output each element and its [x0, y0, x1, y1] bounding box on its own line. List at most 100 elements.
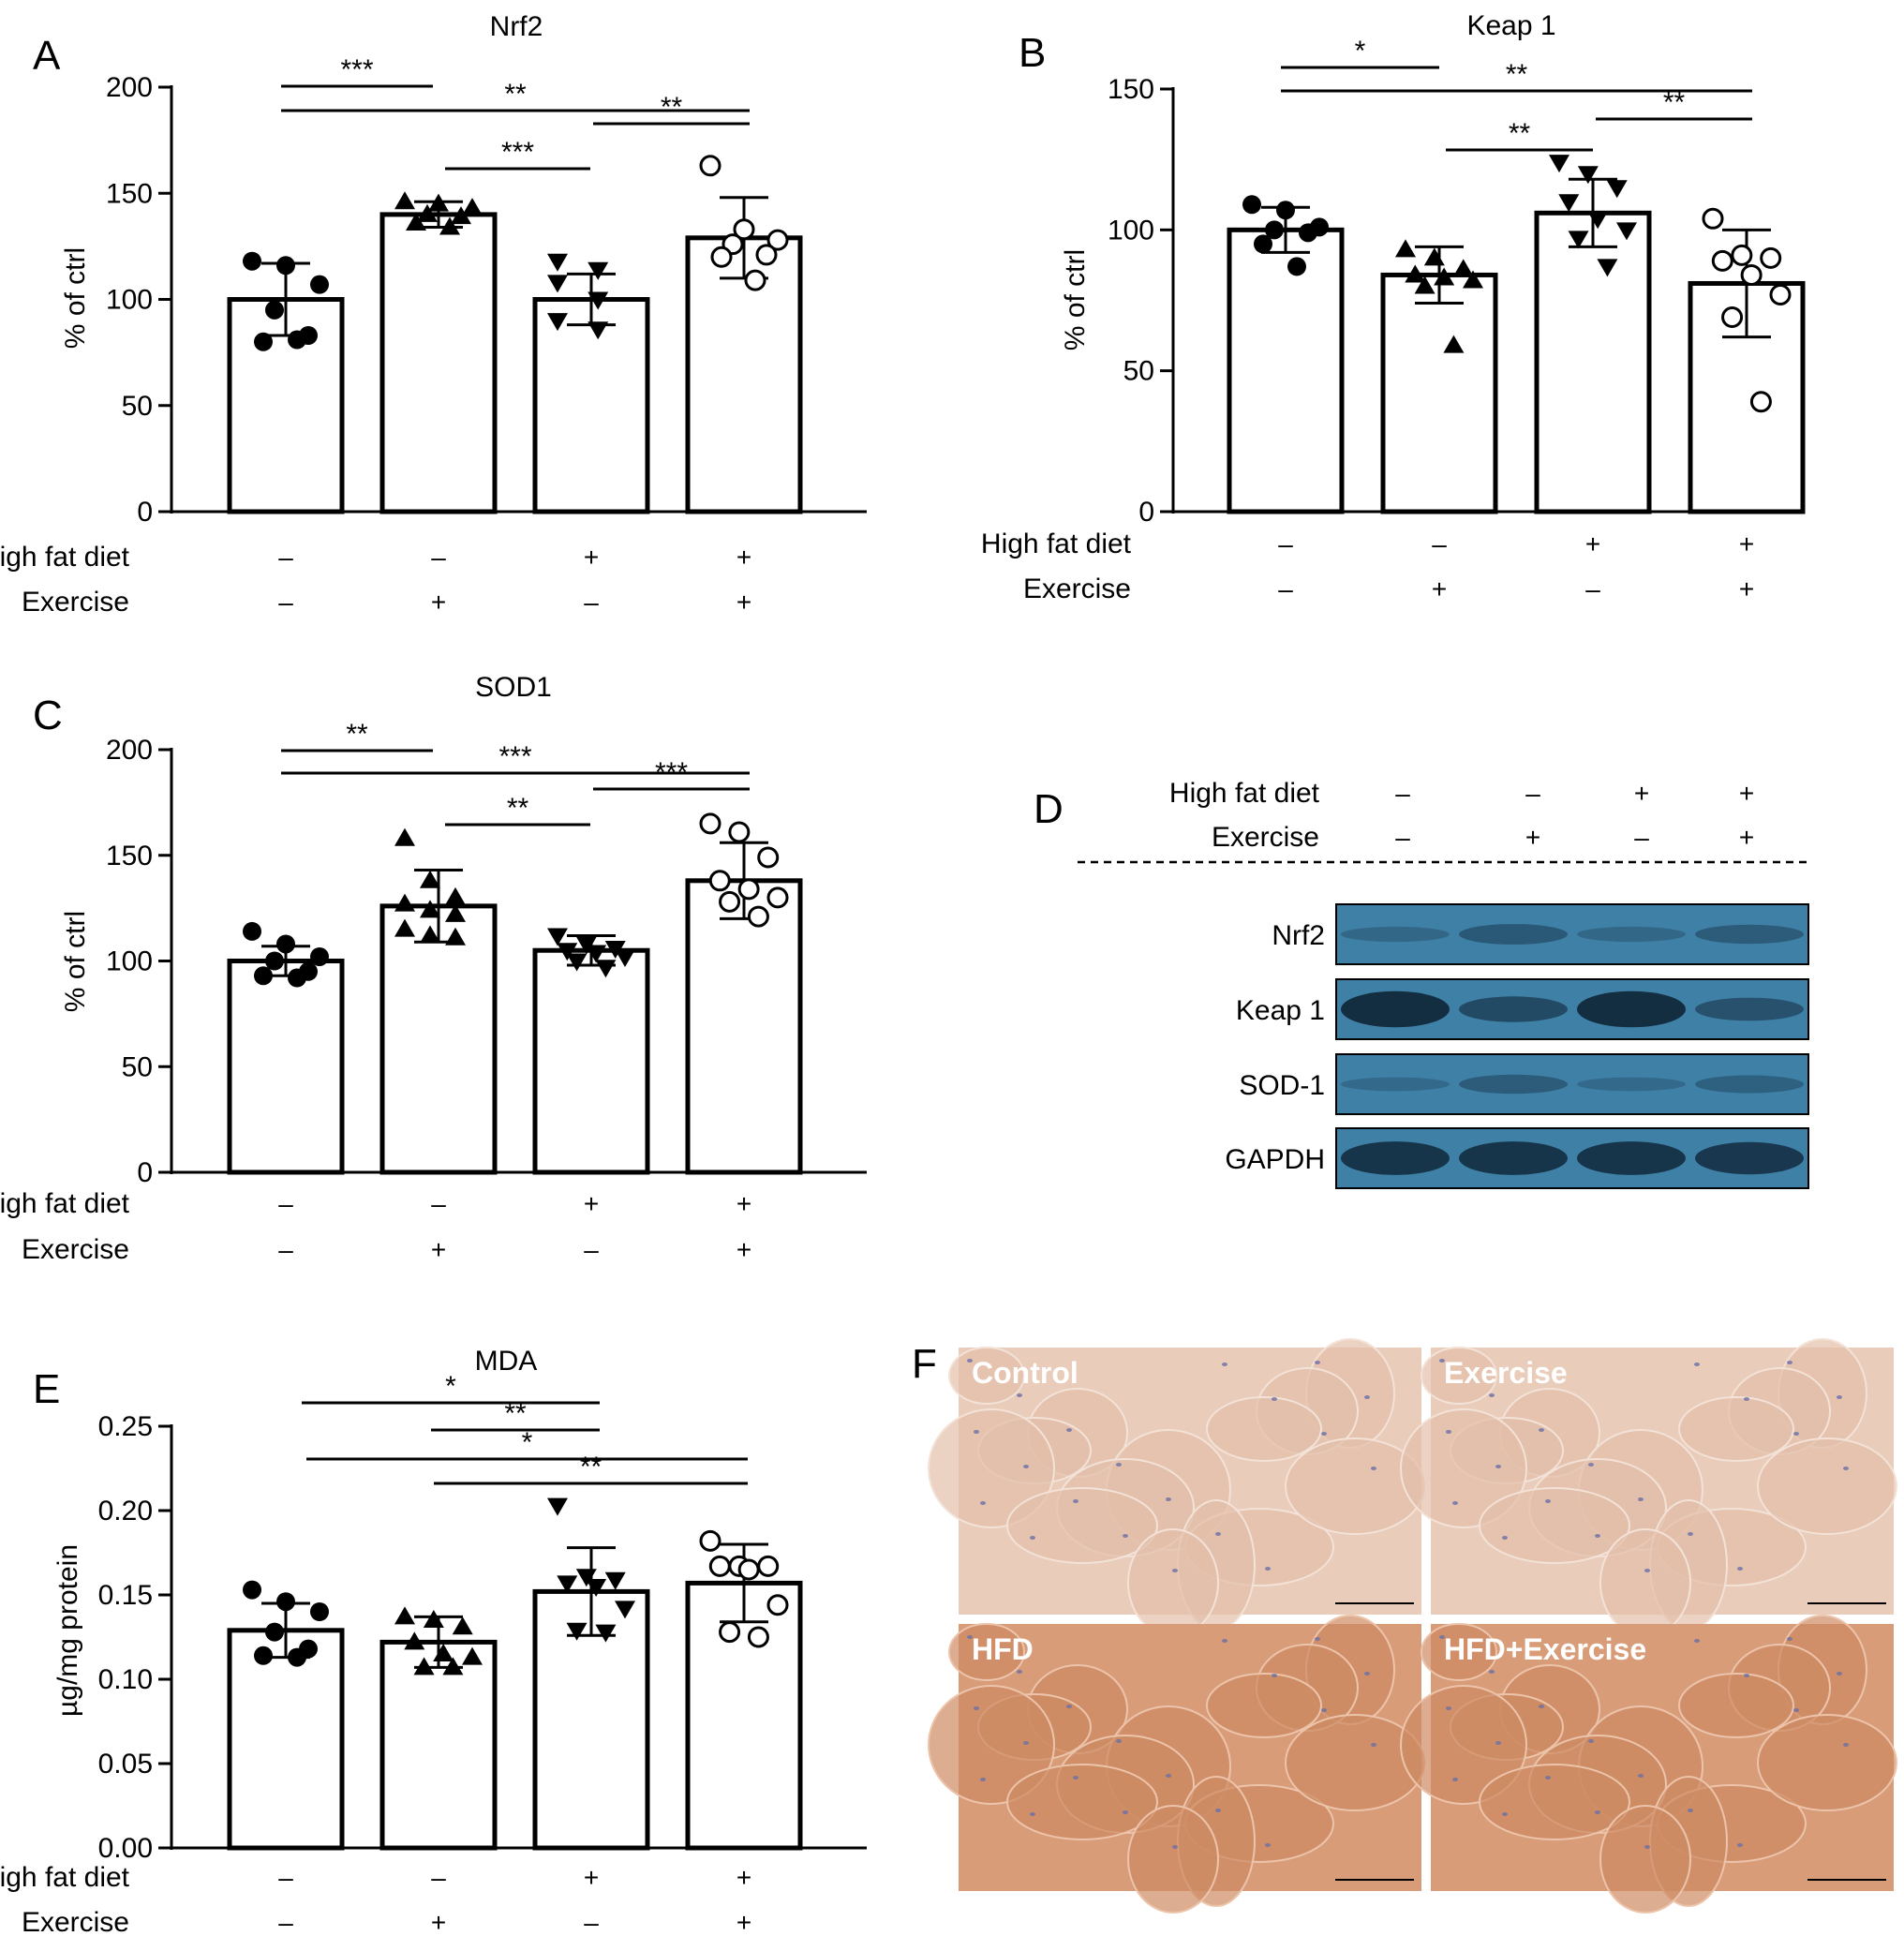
data-point [719, 890, 741, 913]
nucleus [1502, 1536, 1508, 1540]
nucleus [1315, 1637, 1320, 1641]
nucleus [1073, 1776, 1078, 1780]
muscle-fiber [1757, 1437, 1897, 1535]
bar [227, 1628, 345, 1851]
histology-label: HFD [972, 1632, 1034, 1666]
y-tick-label: 0 [137, 497, 153, 528]
data-point [547, 1497, 568, 1516]
data-point [1242, 195, 1261, 215]
condition-mark: + [1739, 574, 1754, 603]
condition-mark: + [1739, 779, 1754, 808]
condition-mark: + [1585, 529, 1600, 558]
y-tick-label: 0.20 [98, 1496, 153, 1527]
muscle-fiber [1479, 1487, 1630, 1564]
y-tick-label: 50 [1123, 356, 1154, 387]
condition-mark: – [431, 1863, 446, 1892]
data-point [586, 1579, 607, 1597]
nucleus [1439, 1359, 1445, 1363]
panel-letter: A [33, 33, 61, 79]
data-point [288, 968, 306, 988]
nucleus [974, 1706, 979, 1710]
panel-letter: F [912, 1341, 937, 1387]
nucleus [1272, 1674, 1277, 1677]
data-point [1434, 267, 1455, 286]
y-tick-label: 150 [106, 178, 153, 209]
data-point [588, 291, 609, 310]
nucleus [1073, 1499, 1078, 1503]
data-point [452, 1616, 473, 1635]
significance-label: ** [346, 719, 368, 750]
nucleus [1321, 1708, 1327, 1712]
nucleus [1215, 1532, 1221, 1536]
data-point [310, 946, 329, 966]
blot-row-label: Keap 1 [1236, 995, 1325, 1026]
condition-mark: – [1278, 529, 1293, 558]
panel-letter: D [1034, 786, 1064, 832]
data-point [265, 300, 284, 320]
significance-label: ** [504, 1398, 527, 1429]
nucleus [1439, 1635, 1445, 1639]
data-point [547, 928, 568, 946]
y-tick-label: 0 [137, 1157, 153, 1188]
condition-mark: + [431, 588, 446, 617]
significance-label: ** [1509, 118, 1531, 149]
nucleus [1843, 1467, 1849, 1470]
significance-label: ** [661, 92, 683, 123]
nucleus [974, 1430, 979, 1434]
blot-band [1695, 1141, 1804, 1175]
data-point [394, 918, 415, 937]
nucleus [1837, 1395, 1842, 1399]
condition-mark: + [431, 1235, 446, 1264]
data-point [428, 193, 449, 212]
blot-band [1459, 924, 1568, 945]
data-point [276, 1592, 295, 1612]
nucleus [1166, 1774, 1171, 1778]
nucleus [1030, 1812, 1035, 1816]
blot-band [1341, 990, 1450, 1028]
condition-mark: – [1395, 779, 1410, 808]
data-point [1265, 220, 1284, 240]
condition-mark: – [1525, 779, 1540, 808]
data-point [557, 1575, 578, 1594]
data-point [566, 1622, 588, 1641]
significance-label: * [522, 1427, 533, 1458]
muscle-fiber [928, 1408, 1055, 1528]
y-tick-label: 50 [122, 391, 153, 422]
data-point [575, 1569, 597, 1587]
bar [1227, 227, 1345, 514]
data-point [1423, 247, 1445, 266]
data-point [755, 244, 778, 266]
blot-band [1577, 990, 1686, 1028]
blot-band [1341, 1141, 1450, 1175]
nucleus [980, 1778, 986, 1781]
nucleus [1489, 1393, 1495, 1397]
data-point [737, 878, 760, 901]
condition-mark: – [278, 1863, 293, 1892]
y-tick-label: 0.25 [98, 1411, 153, 1442]
data-point [243, 1580, 261, 1600]
data-point [757, 846, 780, 869]
data-point [588, 321, 609, 340]
muscle-fiber [1127, 1805, 1219, 1914]
nucleus [1116, 1739, 1122, 1743]
y-tick-label: 100 [1108, 215, 1154, 246]
blot-band [1695, 1075, 1804, 1094]
y-axis-label: % of ctrl [60, 247, 91, 349]
condition-row-label: High fat diet [1169, 778, 1320, 809]
data-point [699, 155, 721, 177]
significance-label: *** [501, 137, 534, 168]
muscle-fiber [928, 1685, 1055, 1805]
condition-mark: + [584, 543, 599, 572]
blot-band [1341, 1077, 1450, 1092]
blot-band [1459, 1074, 1568, 1095]
significance-label: *** [498, 741, 531, 772]
data-point [276, 256, 295, 276]
data-point [276, 934, 295, 954]
data-point [710, 246, 733, 268]
data-point [766, 1594, 789, 1616]
data-point [615, 1601, 635, 1619]
significance-label: *** [655, 757, 688, 788]
data-point [699, 812, 721, 835]
blot-row-label: GAPDH [1225, 1144, 1325, 1175]
nucleus [1116, 1463, 1122, 1467]
